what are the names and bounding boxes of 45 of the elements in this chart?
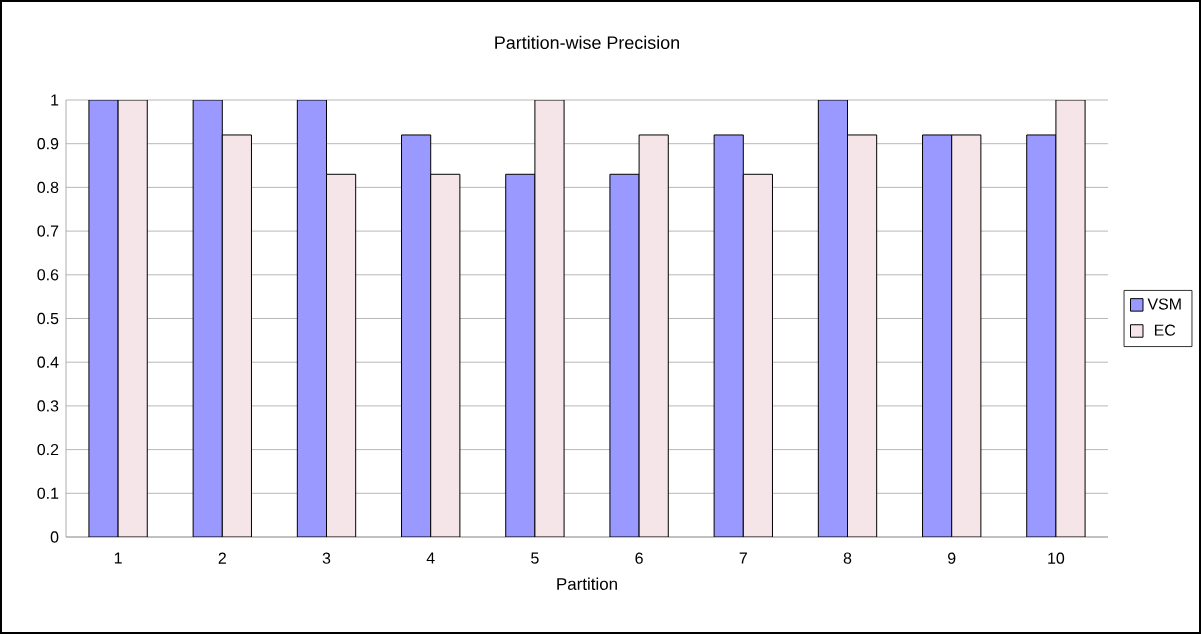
x-tick-label: 10 <box>1048 552 1065 564</box>
y-tick-label: 0.7 <box>37 225 59 237</box>
bar <box>817 99 848 537</box>
bar <box>117 99 148 537</box>
y-tick-label: 0.1 <box>37 487 59 499</box>
bar <box>296 99 327 537</box>
x-tick-label: 9 <box>948 552 956 564</box>
chart-title: Partition-wise Precision <box>495 35 679 50</box>
x-tick-label: 1 <box>114 552 122 564</box>
bar <box>1026 134 1057 537</box>
y-tick-label: 0.8 <box>37 181 59 194</box>
x-tick-label: 5 <box>531 552 539 564</box>
y-tick-label: 0 <box>50 531 59 543</box>
bar <box>922 134 953 537</box>
bar <box>609 173 640 537</box>
bar <box>401 134 432 537</box>
legend-label: EC <box>1154 324 1176 336</box>
bar <box>713 134 744 537</box>
bar <box>326 173 357 537</box>
y-tick-label: 0.4 <box>37 356 59 368</box>
x-axis-title: Partition <box>557 577 617 590</box>
bar <box>1055 99 1086 537</box>
bar <box>430 173 461 537</box>
bar <box>638 134 669 537</box>
bar <box>847 134 878 537</box>
bar <box>742 173 773 537</box>
y-tick-label: 0.2 <box>37 443 59 456</box>
y-tick-label: 0.3 <box>37 400 59 412</box>
bar <box>534 99 565 537</box>
bar <box>951 134 982 537</box>
y-tick-label: 0.6 <box>37 269 59 281</box>
bar <box>221 134 252 537</box>
bar <box>192 99 223 537</box>
x-tick-label: 3 <box>322 552 331 564</box>
bar <box>88 99 119 537</box>
y-tick-label: 0.5 <box>37 312 59 325</box>
x-tick-label: 8 <box>843 552 852 564</box>
x-tick-label: 2 <box>218 552 226 564</box>
y-tick-label: 0.9 <box>37 138 59 150</box>
bar <box>505 173 536 537</box>
x-tick-label: 6 <box>635 552 643 564</box>
legend-label: VSM <box>1147 298 1181 310</box>
x-tick-label: 7 <box>739 552 747 564</box>
x-tick-label: 4 <box>426 552 435 564</box>
y-tick-label: 1 <box>51 94 59 106</box>
